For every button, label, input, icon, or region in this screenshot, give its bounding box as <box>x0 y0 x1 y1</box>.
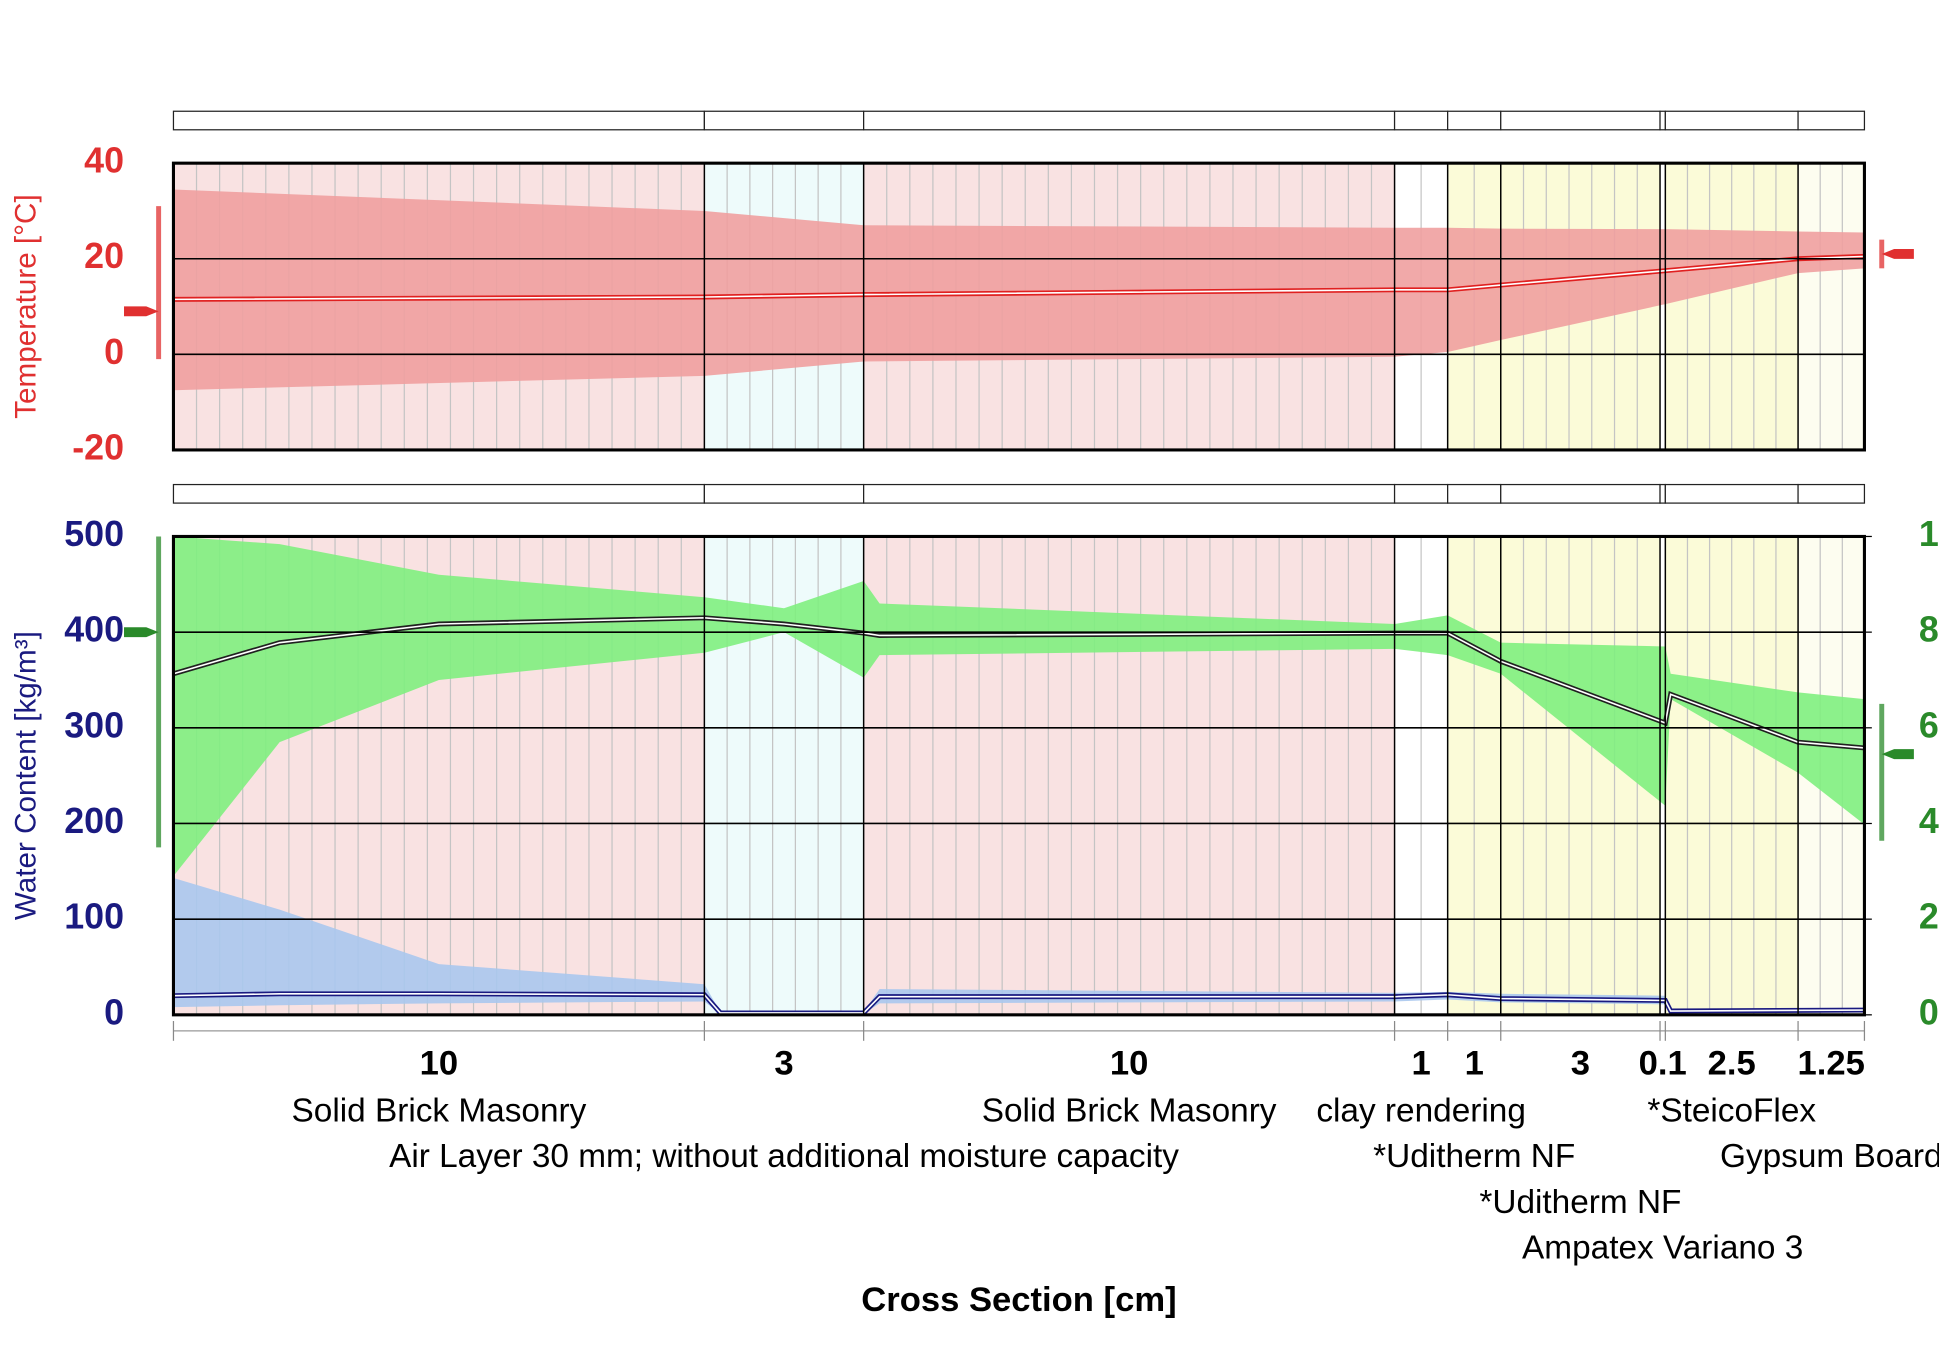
y2-tick-label: 0 <box>1919 992 1939 1032</box>
layer-thickness: 1 <box>1465 1045 1484 1083</box>
y-axis-label: Temperature [°C] <box>9 194 42 418</box>
layer-name: Solid Brick Masonry <box>982 1092 1277 1129</box>
layer-name: Ampatex Variano 3 <box>1522 1230 1803 1267</box>
layer-fill <box>1798 163 1865 450</box>
layer-name: clay rendering <box>1316 1092 1526 1129</box>
layer-thickness: 10 <box>1110 1045 1149 1083</box>
boundary-mean <box>1881 249 1914 259</box>
layer-strip <box>1500 110 1661 131</box>
layer-strip <box>1447 483 1502 504</box>
y2-tick-label: 80 <box>1919 610 1939 650</box>
range-band <box>173 189 1865 391</box>
layer-thickness: 0.1 <box>1639 1045 1687 1083</box>
boundary-mean <box>124 627 159 638</box>
layer-strip <box>1393 110 1449 131</box>
layer-strip <box>1500 483 1661 504</box>
layer-strip <box>703 110 865 131</box>
layer-name: Air Layer 30 mm; without additional mois… <box>389 1138 1179 1175</box>
layer-strip <box>863 110 1396 131</box>
layer-thickness: 3 <box>1571 1045 1590 1083</box>
y-tick-label: -20 <box>72 427 124 467</box>
y2-tick-label: 40 <box>1919 801 1939 841</box>
layer-strip <box>1797 483 1866 504</box>
layer-name: Gypsum Board <box>1720 1138 1939 1175</box>
layer-thickness: 3 <box>774 1045 793 1083</box>
layer-thickness: 1.25 <box>1798 1045 1865 1083</box>
y-tick-label: 40 <box>84 141 124 181</box>
y-tick-label: 100 <box>64 897 124 937</box>
y-axis-label: Water Content [kg/m³] <box>9 631 42 920</box>
layer-name: *SteicoFlex <box>1647 1092 1816 1129</box>
layer-strip <box>863 483 1396 504</box>
boundary-mean <box>124 306 159 317</box>
y-tick-label: 300 <box>64 705 124 745</box>
y-tick-label: 20 <box>84 236 124 276</box>
boundary-mean <box>1881 749 1914 760</box>
layer-strip <box>703 483 865 504</box>
plot-frame <box>171 534 1866 1017</box>
y2-tick-label: 20 <box>1919 897 1939 937</box>
y2-tick-label: 100 <box>1919 514 1939 554</box>
x-axis-label: Cross Section [cm] <box>861 1281 1176 1319</box>
y-tick-label: 0 <box>104 992 124 1032</box>
layer-strip <box>1797 110 1866 131</box>
y-tick-label: 500 <box>64 514 124 554</box>
layer-strip <box>1664 483 1799 504</box>
layer-name: Solid Brick Masonry <box>292 1092 587 1129</box>
layer-name: *Uditherm NF <box>1373 1138 1575 1175</box>
y-tick-label: 400 <box>64 610 124 650</box>
layer-name: *Uditherm NF <box>1479 1184 1681 1221</box>
layer-strip <box>1659 483 1666 504</box>
layer-strip <box>172 483 705 504</box>
plot-frame <box>171 161 1866 452</box>
layer-fill <box>1660 163 1666 450</box>
y2-tick-label: 60 <box>1919 705 1939 745</box>
layer-strip <box>1659 110 1666 131</box>
layer-thickness: 10 <box>420 1045 459 1083</box>
layer-thickness: 1 <box>1411 1045 1430 1083</box>
range-band <box>173 878 1865 1014</box>
layer-strip <box>1664 110 1799 131</box>
layer-strip <box>1447 110 1502 131</box>
y-tick-label: 0 <box>104 332 124 372</box>
mean-line-highlight <box>173 616 1865 749</box>
y-tick-label: 200 <box>64 801 124 841</box>
layer-strip <box>172 110 705 131</box>
layer-strip <box>1393 483 1449 504</box>
layer-thickness: 2.5 <box>1708 1045 1756 1083</box>
